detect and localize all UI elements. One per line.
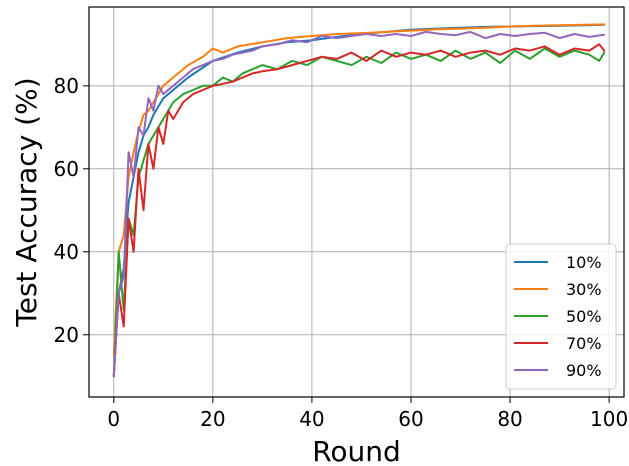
legend-label: 50%: [566, 307, 602, 326]
series-line-70pct: [112, 43, 606, 378]
x-tick-label: 20: [200, 407, 225, 431]
axis-ticks: 0 20 40 60 80 100 20 40 60 80: [54, 74, 629, 431]
legend-box: [505, 243, 617, 390]
series-lines: [112, 23, 606, 378]
x-tick-label: 80: [497, 407, 522, 431]
series-line-50pct: [112, 47, 606, 378]
y-tick-label: 20: [54, 323, 79, 347]
y-tick-label: 80: [54, 74, 79, 98]
x-tick-label: 0: [107, 407, 120, 431]
plot-frame: [88, 6, 625, 398]
y-axis-label: Test Accuracy (%): [10, 77, 43, 327]
legend-label: 10%: [566, 253, 602, 272]
x-tick-label: 60: [398, 407, 423, 431]
x-axis-label: Round: [312, 435, 401, 466]
legend-label: 90%: [566, 361, 602, 380]
legend-label: 70%: [566, 334, 602, 353]
legend: 10% 30% 50% 70% 90%: [505, 243, 617, 390]
y-tick-label: 40: [54, 240, 79, 264]
grid: [89, 7, 624, 397]
x-tick-label: 100: [590, 407, 628, 431]
legend-label: 30%: [566, 280, 602, 299]
y-tick-label: 60: [54, 157, 79, 181]
series-line-90pct: [112, 30, 606, 378]
x-tick-label: 40: [299, 407, 324, 431]
